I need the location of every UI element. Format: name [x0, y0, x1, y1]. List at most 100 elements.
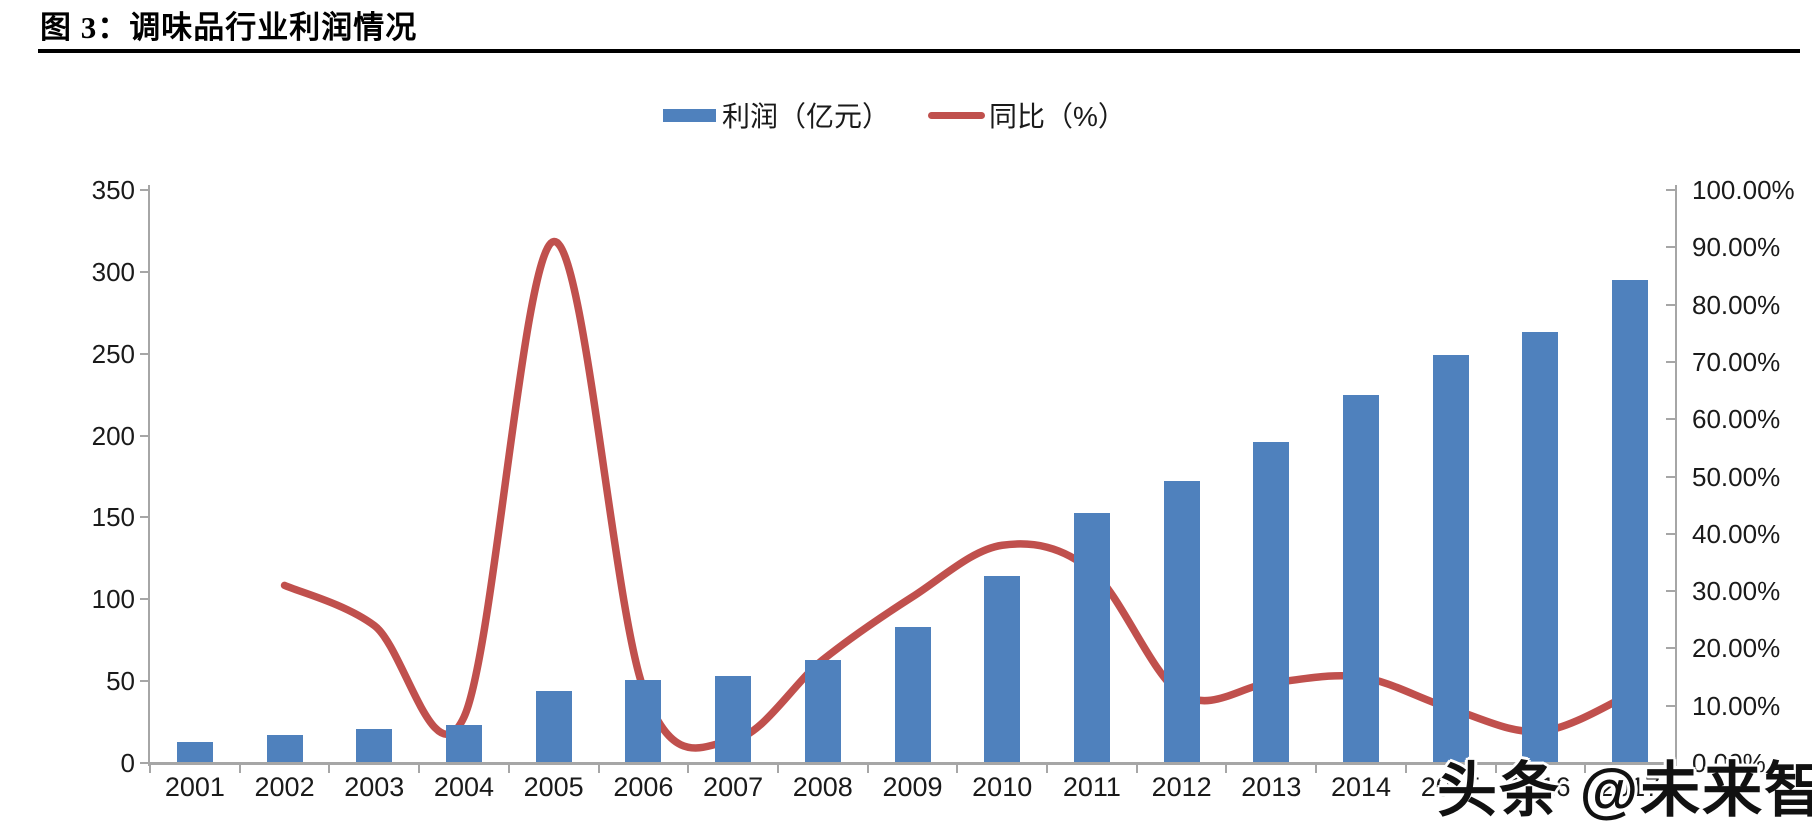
- x-tick-label-2002: 2002: [254, 772, 315, 802]
- legend-item-yoy: 同比（%）: [928, 95, 1126, 135]
- x-boundary-tick: [507, 763, 510, 773]
- x-tick-label-2001: 2001: [164, 772, 225, 802]
- x-tick-label-2007: 2007: [703, 772, 764, 802]
- bar-2009: [894, 627, 931, 763]
- y-right-tick: [1666, 246, 1675, 249]
- y-left-tick: [140, 270, 150, 273]
- x-tick-label-2010: 2010: [972, 772, 1033, 802]
- y-right-tick-label: 90.00%: [1692, 232, 1781, 263]
- y-left-tick-label: 150: [91, 502, 135, 533]
- title-rule: [38, 49, 1800, 53]
- x-boundary-tick: [1225, 763, 1228, 773]
- y-right-tick-label: 20.00%: [1692, 633, 1781, 664]
- y-right-tick: [1666, 303, 1675, 306]
- y-left-tick: [140, 189, 150, 191]
- legend-profit-label: 利润（亿元）: [722, 101, 891, 132]
- y-right-tick-label: 40.00%: [1692, 518, 1781, 549]
- legend: 利润（亿元） 同比（%）: [663, 98, 1126, 132]
- bar-2001: [176, 741, 213, 763]
- y-right-tick-label: 60.00%: [1692, 404, 1781, 435]
- x-boundary-tick: [1135, 763, 1138, 773]
- x-tick-label-2008: 2008: [792, 772, 853, 802]
- x-tick-label-2015: 2015: [1420, 772, 1481, 802]
- bar-2003: [356, 728, 393, 763]
- x-boundary-tick: [1584, 763, 1587, 773]
- x-tick-label-2016: 2016: [1510, 772, 1571, 802]
- x-tick-label-2003: 2003: [344, 772, 405, 802]
- x-boundary-tick: [1315, 763, 1318, 773]
- page-title: 图 3：调味品行业利润情况: [40, 10, 418, 45]
- legend-yoy-label: 同比（%）: [989, 101, 1126, 132]
- y-left-tick: [140, 680, 150, 683]
- y-left-tick: [140, 516, 150, 519]
- bar-2006: [625, 679, 662, 763]
- bar-2013: [1253, 442, 1290, 763]
- x-boundary-tick: [1404, 763, 1407, 773]
- y-right-tick: [1666, 360, 1675, 363]
- x-boundary-tick: [1494, 763, 1497, 773]
- y-left-tick-label: 350: [91, 175, 135, 205]
- x-boundary-tick: [956, 763, 959, 773]
- y-right-tick: [1666, 418, 1675, 421]
- bar-2011: [1073, 512, 1110, 763]
- y-right-tick-label: 100.00%: [1692, 175, 1795, 205]
- y-left-tick: [140, 762, 150, 764]
- x-boundary-tick: [776, 763, 779, 773]
- y-right-tick: [1666, 647, 1675, 650]
- y-right-tick: [1666, 590, 1675, 593]
- y-left-tick-label: 300: [91, 256, 135, 287]
- bar-2010: [984, 576, 1021, 763]
- x-tick-label-2017: 2017: [1600, 772, 1661, 802]
- bar-2004: [445, 725, 482, 763]
- y-right-tick-label: 10.00%: [1692, 690, 1781, 721]
- bar-2015: [1432, 355, 1469, 763]
- bar-2017: [1612, 280, 1649, 763]
- y-left-tick: [140, 352, 150, 355]
- y-right-tick-label: 30.00%: [1692, 576, 1781, 607]
- x-tick-label-2012: 2012: [1151, 772, 1212, 802]
- y-left-tick-label: 50: [106, 666, 135, 697]
- x-boundary-tick: [328, 763, 331, 773]
- x-tick-label-2006: 2006: [613, 772, 674, 802]
- x-boundary-tick: [418, 763, 421, 773]
- x-tick-label-2004: 2004: [433, 772, 494, 802]
- yoy-line: [280, 237, 1634, 752]
- bar-2002: [266, 735, 303, 763]
- watermark: 头条 @未来智库: [1437, 757, 1812, 824]
- y-right-tick: [1666, 189, 1675, 191]
- x-boundary-tick: [149, 763, 151, 773]
- y-left-tick: [140, 598, 150, 601]
- bar-2014: [1343, 394, 1380, 763]
- legend-item-profit: 利润（亿元）: [663, 95, 890, 135]
- bar-2008: [804, 659, 841, 763]
- x-tick-label-2009: 2009: [882, 772, 943, 802]
- y-right-tick: [1666, 762, 1675, 764]
- x-boundary-tick: [1046, 763, 1049, 773]
- legend-bar-swatch: [663, 108, 716, 122]
- x-tick-label-2005: 2005: [523, 772, 584, 802]
- y-left-tick-label: 200: [91, 420, 135, 451]
- y-right-tick-label: 0.00%: [1692, 748, 1766, 778]
- x-boundary-tick: [597, 763, 600, 773]
- y-axis-left: [148, 185, 150, 766]
- bar-2007: [715, 676, 752, 763]
- bar-2012: [1163, 481, 1200, 763]
- x-boundary-tick: [238, 763, 241, 773]
- y-right-tick: [1666, 532, 1675, 535]
- legend-line-swatch: [928, 111, 986, 119]
- y-left-tick-label: 0: [120, 748, 135, 778]
- x-boundary-tick: [1674, 763, 1676, 773]
- y-right-tick: [1666, 704, 1675, 707]
- x-tick-label-2011: 2011: [1062, 772, 1121, 802]
- x-boundary-tick: [866, 763, 869, 773]
- x-tick-label-2014: 2014: [1330, 772, 1392, 802]
- bar-2016: [1522, 332, 1559, 763]
- y-right-tick-label: 80.00%: [1692, 289, 1781, 320]
- y-right-tick-label: 70.00%: [1692, 346, 1781, 377]
- y-left-tick-label: 100: [91, 584, 135, 615]
- y-axis-right: [1675, 185, 1677, 766]
- y-right-tick-label: 50.00%: [1692, 461, 1781, 492]
- y-left-tick: [140, 434, 150, 437]
- x-boundary-tick: [687, 763, 690, 773]
